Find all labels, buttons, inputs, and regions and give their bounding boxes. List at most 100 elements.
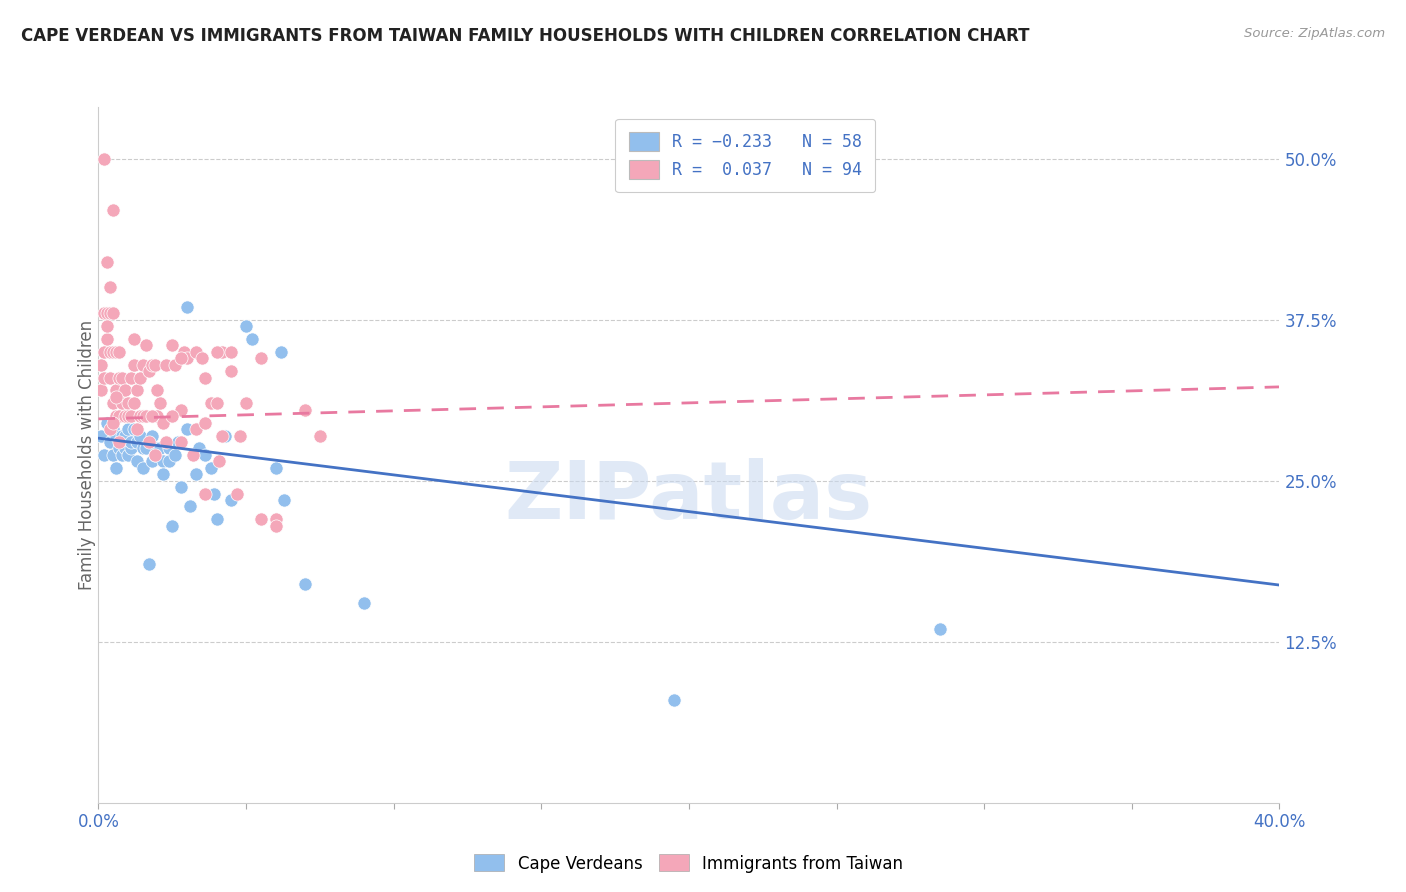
Point bbox=[135, 409, 157, 424]
Point bbox=[141, 428, 163, 442]
Point bbox=[264, 512, 287, 526]
Point bbox=[132, 442, 155, 456]
Point bbox=[98, 306, 121, 320]
Text: Source: ZipAtlas.com: Source: ZipAtlas.com bbox=[1244, 27, 1385, 40]
Point bbox=[146, 409, 169, 424]
Point bbox=[117, 448, 139, 462]
Point bbox=[120, 435, 142, 450]
Point bbox=[111, 370, 134, 384]
Point bbox=[152, 416, 174, 430]
Point bbox=[664, 692, 686, 706]
Point bbox=[108, 344, 131, 359]
Point bbox=[117, 396, 139, 410]
Point bbox=[155, 435, 177, 450]
Point bbox=[162, 518, 183, 533]
Point bbox=[928, 622, 950, 636]
Point bbox=[179, 500, 201, 514]
Point bbox=[141, 409, 163, 424]
Point bbox=[96, 416, 118, 430]
Point bbox=[96, 306, 118, 320]
Point bbox=[117, 422, 139, 436]
Point bbox=[194, 448, 217, 462]
Point bbox=[105, 409, 128, 424]
Point bbox=[122, 422, 145, 436]
Point bbox=[108, 435, 131, 450]
Point bbox=[114, 428, 136, 442]
Point bbox=[184, 344, 207, 359]
Point bbox=[105, 390, 128, 404]
Point bbox=[111, 428, 134, 442]
Point bbox=[294, 402, 316, 417]
Point bbox=[98, 370, 121, 384]
Point bbox=[149, 442, 172, 456]
Text: ZIPatlas: ZIPatlas bbox=[505, 458, 873, 536]
Point bbox=[219, 493, 242, 508]
Point bbox=[219, 364, 242, 378]
Point bbox=[202, 486, 225, 500]
Point bbox=[211, 428, 233, 442]
Point bbox=[208, 454, 231, 468]
Point bbox=[138, 435, 160, 450]
Point bbox=[120, 409, 142, 424]
Point bbox=[184, 422, 207, 436]
Point bbox=[187, 442, 209, 456]
Point bbox=[132, 460, 155, 475]
Text: CAPE VERDEAN VS IMMIGRANTS FROM TAIWAN FAMILY HOUSEHOLDS WITH CHILDREN CORRELATI: CAPE VERDEAN VS IMMIGRANTS FROM TAIWAN F… bbox=[21, 27, 1029, 45]
Point bbox=[122, 396, 145, 410]
Point bbox=[173, 344, 195, 359]
Point bbox=[250, 512, 273, 526]
Point bbox=[122, 332, 145, 346]
Point bbox=[125, 384, 148, 398]
Point bbox=[170, 480, 193, 494]
Point bbox=[122, 358, 145, 372]
Point bbox=[194, 486, 217, 500]
Point bbox=[205, 344, 228, 359]
Legend: R = −0.233   N = 58, R =  0.037   N = 94: R = −0.233 N = 58, R = 0.037 N = 94 bbox=[616, 119, 876, 193]
Point bbox=[294, 576, 316, 591]
Point bbox=[264, 460, 287, 475]
Point bbox=[93, 344, 115, 359]
Point bbox=[170, 351, 193, 366]
Point bbox=[103, 396, 125, 410]
Point bbox=[235, 396, 257, 410]
Point bbox=[138, 558, 160, 572]
Point bbox=[114, 384, 136, 398]
Point bbox=[128, 428, 150, 442]
Point bbox=[149, 396, 172, 410]
Point bbox=[105, 384, 128, 398]
Point bbox=[105, 344, 128, 359]
Point bbox=[128, 409, 150, 424]
Point bbox=[194, 416, 217, 430]
Point bbox=[120, 442, 142, 456]
Point bbox=[200, 396, 222, 410]
Point bbox=[264, 518, 287, 533]
Point bbox=[191, 351, 214, 366]
Point bbox=[132, 409, 155, 424]
Point bbox=[98, 435, 121, 450]
Point bbox=[105, 460, 128, 475]
Point bbox=[200, 460, 222, 475]
Point bbox=[103, 306, 125, 320]
Point bbox=[125, 435, 148, 450]
Point bbox=[103, 203, 125, 218]
Point bbox=[353, 596, 375, 610]
Point bbox=[155, 358, 177, 372]
Point bbox=[93, 152, 115, 166]
Point bbox=[103, 416, 125, 430]
Point bbox=[214, 428, 236, 442]
Point bbox=[96, 319, 118, 334]
Point bbox=[103, 448, 125, 462]
Point bbox=[229, 428, 252, 442]
Point bbox=[125, 422, 148, 436]
Point bbox=[143, 448, 166, 462]
Point bbox=[128, 370, 150, 384]
Point bbox=[96, 254, 118, 268]
Point bbox=[157, 454, 180, 468]
Point bbox=[273, 493, 295, 508]
Point bbox=[103, 422, 125, 436]
Point bbox=[96, 332, 118, 346]
Point bbox=[143, 358, 166, 372]
Point bbox=[108, 370, 131, 384]
Point bbox=[250, 351, 273, 366]
Point bbox=[125, 454, 148, 468]
